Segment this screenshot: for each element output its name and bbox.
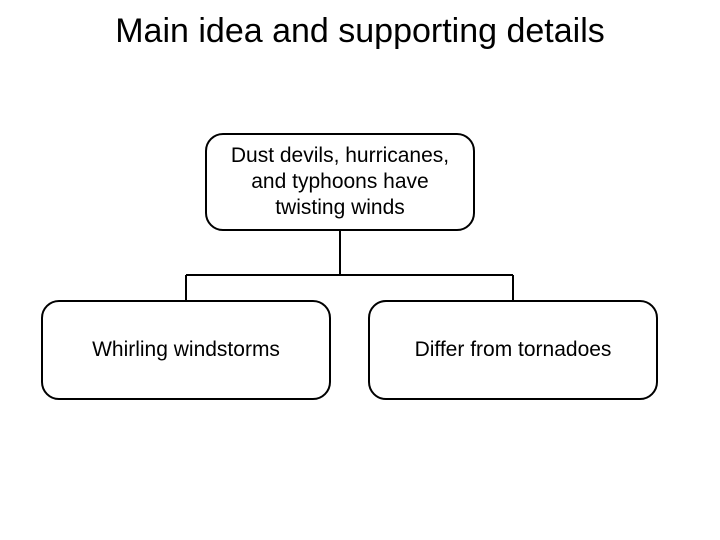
main-idea-node: Dust devils, hurricanes, and typhoons ha… <box>205 133 475 231</box>
detail-right-node: Differ from tornadoes <box>368 300 658 400</box>
page-title: Main idea and supporting details <box>0 12 720 51</box>
connector-lines <box>0 0 720 540</box>
main-idea-text: Dust devils, hurricanes, and typhoons ha… <box>217 143 463 222</box>
detail-left-text: Whirling windstorms <box>92 337 280 363</box>
detail-right-text: Differ from tornadoes <box>415 337 612 363</box>
detail-left-node: Whirling windstorms <box>41 300 331 400</box>
